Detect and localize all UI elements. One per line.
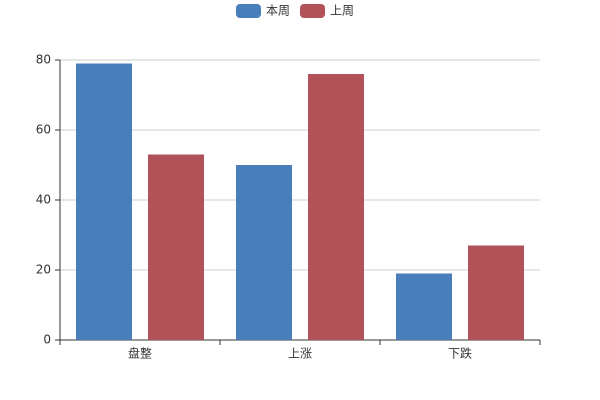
bar bbox=[308, 74, 364, 340]
bar bbox=[468, 245, 524, 340]
legend-swatch bbox=[236, 4, 261, 18]
y-tick-label: 0 bbox=[43, 333, 51, 347]
y-tick-label: 80 bbox=[36, 53, 51, 67]
bar bbox=[148, 154, 204, 340]
legend-swatch bbox=[300, 4, 325, 18]
x-tick-label: 盘整 bbox=[128, 346, 152, 361]
x-tick-label: 下跌 bbox=[448, 346, 472, 361]
y-tick-label: 60 bbox=[36, 123, 51, 137]
bar bbox=[396, 273, 452, 340]
y-tick-label: 20 bbox=[36, 263, 51, 277]
y-tick-label: 40 bbox=[36, 193, 51, 207]
bar bbox=[76, 63, 132, 340]
x-tick-label: 上涨 bbox=[288, 346, 312, 361]
legend-label: 上周 bbox=[330, 4, 354, 18]
bar bbox=[236, 165, 292, 340]
legend-label: 本周 bbox=[266, 4, 290, 18]
